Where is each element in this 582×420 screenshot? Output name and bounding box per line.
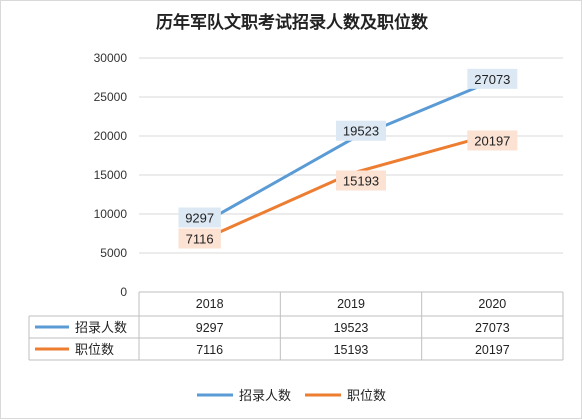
table-cell: 9297 bbox=[196, 321, 224, 335]
data-label-box bbox=[336, 120, 386, 141]
table-cell: 20197 bbox=[475, 343, 510, 357]
table-cell: 19523 bbox=[334, 321, 369, 335]
y-tick-label: 10000 bbox=[94, 207, 128, 221]
legend-label: 招录人数 bbox=[239, 389, 291, 404]
table-row-label: 招录人数 bbox=[75, 321, 127, 336]
legend-label: 职位数 bbox=[347, 389, 386, 404]
y-tick-label: 30000 bbox=[94, 51, 128, 65]
data-label-box bbox=[336, 170, 386, 191]
y-axis-ticks: 0 5000 10000 15000 20000 25000 30000 bbox=[94, 51, 128, 299]
chart-title: 历年军队文职考试招录人数及职位数 bbox=[156, 12, 429, 33]
y-tick-label: 15000 bbox=[94, 168, 128, 182]
data-label-box bbox=[467, 68, 518, 89]
table-cell: 7116 bbox=[196, 343, 223, 357]
table-cell: 27073 bbox=[475, 321, 510, 335]
data-label: 15193 bbox=[343, 173, 379, 188]
data-label-box bbox=[178, 228, 221, 249]
plot-lines bbox=[208, 79, 493, 238]
data-labels: 9297 19523 27073 7116 15193 20197 bbox=[178, 68, 518, 249]
x-tick-label: 2019 bbox=[337, 297, 365, 311]
data-table: 2018 2019 2020 招录人数 9297 19523 27073 职位数 7116 151… bbox=[28, 291, 564, 361]
data-label-box bbox=[178, 207, 221, 228]
y-tick-label: 25000 bbox=[94, 90, 128, 104]
series-line bbox=[208, 79, 493, 221]
x-tick-label: 2020 bbox=[478, 297, 506, 311]
y-tick-label: 20000 bbox=[94, 129, 128, 143]
legend: 招录人数 职位数 bbox=[197, 389, 386, 404]
y-tick-label: 0 bbox=[120, 285, 127, 299]
x-tick-label: 2018 bbox=[196, 297, 224, 311]
data-label: 9297 bbox=[185, 210, 214, 225]
table-cell: 15193 bbox=[334, 343, 369, 357]
data-label-box bbox=[467, 130, 518, 151]
table-row-label: 职位数 bbox=[75, 343, 114, 358]
data-label: 27073 bbox=[474, 72, 510, 87]
data-label: 20197 bbox=[474, 133, 510, 148]
data-label: 7116 bbox=[186, 231, 214, 246]
y-tick-label: 5000 bbox=[100, 246, 127, 260]
data-label: 19523 bbox=[343, 124, 379, 139]
